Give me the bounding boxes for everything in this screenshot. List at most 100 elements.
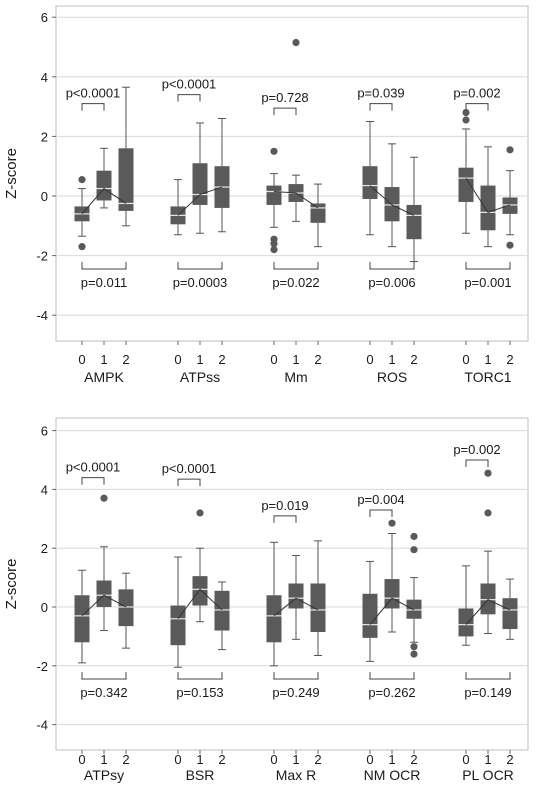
group-label: ATPss	[180, 369, 220, 385]
significance-bracket-bottom	[369, 262, 415, 270]
box	[118, 148, 134, 211]
y-tick-label: 2	[41, 129, 48, 144]
median-trend-line	[81, 187, 127, 215]
outlier-point	[410, 532, 418, 541]
box	[266, 185, 282, 205]
y-tick-label: -2	[36, 659, 48, 674]
box-group-nm-ocr: 0 1 2 p=0.004 p=0.262 NM OCR	[357, 492, 422, 783]
group-label: TORC1	[464, 369, 511, 385]
significance-bracket-bottom	[465, 672, 511, 680]
box	[288, 583, 304, 609]
box-group-max-r: 0 1 2 p=0.019 p=0.249 Max R	[261, 498, 326, 783]
y-axis-label: Z-score	[3, 148, 20, 199]
outlier-point	[410, 643, 418, 651]
significance-bracket-bottom	[273, 672, 319, 680]
significance-bracket-bottom	[465, 262, 511, 270]
y-tick-label: -2	[36, 249, 48, 264]
outlier-point	[484, 509, 492, 517]
significance-bracket-bottom	[369, 672, 415, 680]
significance-bracket-top	[273, 515, 297, 523]
x-tick-label: 2	[506, 352, 513, 367]
box	[96, 580, 112, 607]
box-group-atpsy: 0 1 2 p<0.0001 p=0.342 ATPsy	[66, 460, 134, 783]
y-tick-label: -4	[36, 718, 48, 733]
y-tick-label: 6	[41, 10, 48, 25]
group-label: ATPsy	[84, 767, 124, 783]
group-label: BSR	[186, 767, 215, 783]
y-tick-label: 4	[41, 482, 48, 497]
p-value-label-top: p<0.0001	[162, 77, 217, 92]
box	[362, 593, 378, 638]
box	[480, 185, 496, 231]
x-tick-label: 1	[388, 352, 395, 367]
x-tick-label: 2	[506, 752, 513, 767]
box	[362, 166, 378, 199]
x-tick-label: 1	[100, 352, 107, 367]
median-trend-line	[465, 177, 511, 213]
p-value-label-top: p=0.019	[261, 498, 308, 513]
median-trend-line	[273, 191, 319, 209]
p-value-label-bottom: p=0.001	[464, 275, 511, 290]
box	[502, 598, 518, 630]
significance-bracket-top	[465, 103, 489, 111]
box	[458, 608, 474, 637]
box	[480, 583, 496, 615]
x-tick-label: 2	[410, 752, 417, 767]
median-trend-line	[369, 597, 415, 625]
p-value-label-top: p=0.039	[357, 86, 404, 101]
outlier-point	[506, 146, 514, 154]
x-tick-label: 1	[388, 752, 395, 767]
p-value-label-top: p=0.002	[453, 86, 500, 101]
y-axis-label: Z-score	[3, 559, 20, 610]
significance-bracket-bottom	[273, 262, 319, 270]
significance-bracket-top	[81, 477, 105, 485]
plot-area-frame	[55, 5, 529, 342]
box	[502, 197, 518, 214]
box	[310, 583, 326, 632]
p-value-label-bottom: p=0.153	[176, 685, 223, 700]
median-trend-line	[177, 186, 223, 216]
x-tick-label: 0	[366, 752, 373, 767]
p-value-label-bottom: p=0.0003	[173, 275, 228, 290]
box-group-atpss: 0 1 2 p<0.0001 p=0.0003 ATPss	[162, 77, 230, 385]
p-value-label-bottom: p=0.022	[272, 275, 319, 290]
significance-bracket-top	[273, 107, 297, 116]
p-value-label-top: p<0.0001	[162, 461, 217, 476]
median-trend-line	[177, 588, 223, 620]
box-group-mm: 0 1 2 p=0.728 p=0.022 Mm	[261, 38, 326, 385]
significance-bracket-top	[369, 103, 393, 111]
significance-bracket-top	[465, 459, 489, 467]
group-label: PL OCR	[462, 767, 514, 783]
p-value-label-bottom: p=0.149	[464, 685, 511, 700]
x-tick-label: 1	[292, 352, 299, 367]
box-group-torc1: 0 1 2 p=0.002 p=0.001 TORC1	[453, 86, 518, 385]
x-tick-label: 2	[410, 352, 417, 367]
p-value-label-bottom: p=0.006	[368, 275, 415, 290]
outlier-point	[462, 116, 470, 124]
p-value-label-bottom: p=0.342	[80, 685, 127, 700]
x-tick-label: 2	[122, 352, 129, 367]
median-trend-line	[273, 597, 319, 617]
p-value-label-bottom: p=0.011	[81, 275, 127, 290]
x-tick-label: 1	[196, 752, 203, 767]
x-tick-label: 1	[196, 352, 203, 367]
outlier-point	[270, 240, 278, 248]
x-tick-label: 2	[122, 752, 129, 767]
group-label: AMPK	[84, 369, 124, 385]
x-tick-label: 1	[292, 752, 299, 767]
x-tick-label: 0	[174, 352, 181, 367]
significance-bracket-top	[81, 103, 105, 111]
y-tick-label: 4	[41, 70, 48, 85]
y-tick-label: 0	[41, 600, 48, 615]
box	[458, 167, 474, 202]
x-tick-label: 0	[174, 752, 181, 767]
box	[118, 589, 134, 627]
p-value-label-top: p=0.728	[261, 90, 308, 105]
significance-bracket-bottom	[81, 672, 127, 680]
box	[406, 599, 422, 619]
outlier-point	[462, 108, 470, 117]
box	[170, 605, 186, 646]
box	[214, 590, 230, 631]
